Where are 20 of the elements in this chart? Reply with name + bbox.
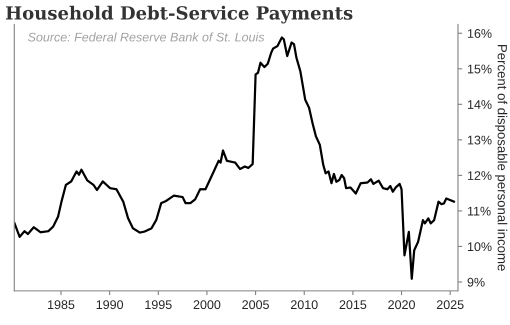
y-tick-label: 11%: [468, 206, 491, 216]
x-tick-label: 1985: [48, 300, 74, 310]
y-tick-label: 15%: [468, 64, 492, 74]
x-tick-label: 1995: [145, 300, 172, 310]
x-tick-label: 1990: [96, 300, 124, 310]
annotation: Source: Federal Reserve Bank of St. Louis: [28, 32, 264, 42]
y-tick-label: 9%: [468, 278, 485, 287]
x-tick-label: 2015: [340, 300, 366, 310]
y-tick-label: 16%: [468, 29, 492, 38]
x-tick-label: 2025: [436, 300, 464, 310]
x-tick-label: 2000: [194, 300, 220, 310]
chart-title: Household Debt-Service Payments: [6, 6, 352, 24]
x-tick-label: 2010: [290, 300, 318, 310]
y-tick-label: 14%: [468, 100, 492, 109]
y-axis-title: Percent of disposable personal income: [495, 45, 508, 271]
y-tick-label: 10%: [468, 242, 492, 252]
x-tick-label: 2005: [242, 300, 269, 310]
y-tick-label: 13%: [468, 136, 492, 145]
y-tick-label: 12%: [468, 171, 492, 180]
x-tick-label: 2020: [388, 300, 415, 310]
